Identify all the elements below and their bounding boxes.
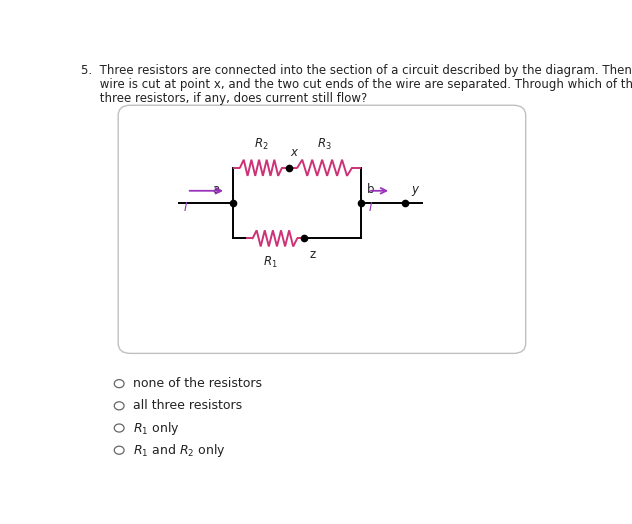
Text: $R_1$ only: $R_1$ only: [133, 420, 179, 436]
Circle shape: [114, 446, 124, 454]
Circle shape: [114, 402, 124, 410]
Text: y: y: [411, 183, 418, 195]
Circle shape: [114, 379, 124, 388]
FancyBboxPatch shape: [118, 105, 526, 353]
Text: b: b: [367, 183, 374, 195]
Text: wire is cut at point x, and the two cut ends of the wire are separated. Through : wire is cut at point x, and the two cut …: [82, 78, 632, 91]
Text: x: x: [290, 146, 297, 159]
Text: all three resistors: all three resistors: [133, 399, 242, 412]
Text: $R_2$: $R_2$: [253, 137, 268, 152]
Circle shape: [114, 424, 124, 432]
Text: $I$: $I$: [183, 201, 188, 214]
Text: none of the resistors: none of the resistors: [133, 377, 262, 390]
Text: three resistors, if any, does current still flow?: three resistors, if any, does current st…: [82, 92, 368, 104]
Text: a: a: [212, 183, 219, 195]
Text: $R_1$ and $R_2$ only: $R_1$ and $R_2$ only: [133, 442, 226, 458]
Text: $I$: $I$: [368, 201, 373, 214]
Text: $R_3$: $R_3$: [317, 137, 332, 152]
Text: $R_1$: $R_1$: [263, 255, 277, 270]
Text: 5.  Three resistors are connected into the section of a circuit described by the: 5. Three resistors are connected into th…: [82, 64, 632, 77]
Text: z: z: [310, 248, 316, 261]
